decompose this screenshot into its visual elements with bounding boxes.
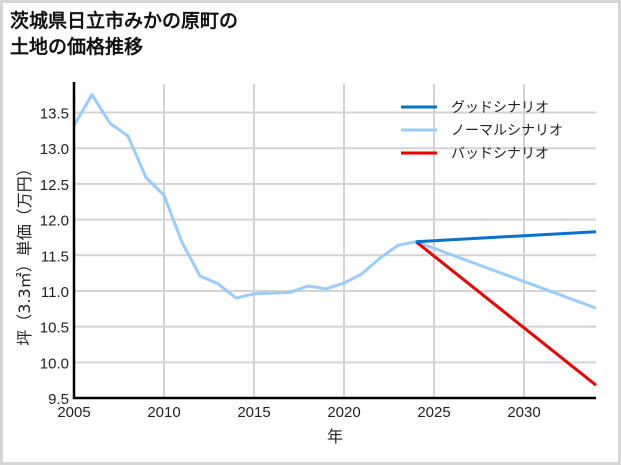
x-tick-label: 2020 [327, 404, 360, 421]
legend-label: バッドシナリオ [451, 146, 549, 162]
y-tick-label: 13.5 [40, 106, 69, 123]
y-axis-label: 坪（3.3㎡）単価（万円） [15, 160, 34, 345]
grid-lines [74, 84, 596, 398]
x-axis-label: 年 [327, 427, 343, 446]
series-line [415, 240, 597, 387]
series-line [72, 93, 597, 310]
x-tick-label: 2015 [237, 404, 270, 421]
y-tick-label: 9.5 [48, 391, 69, 408]
title-line-2: 土地の価格推移 [10, 36, 144, 58]
x-tick-label: 2025 [417, 404, 450, 421]
tick-labels: 2005 2010 2015 2020 2025 2030 9.5 10.0 10.5 11.0 1… [40, 106, 541, 421]
y-tick-label: 12.0 [40, 213, 69, 230]
data-series [72, 93, 597, 387]
y-tick-label: 11.0 [41, 284, 69, 301]
x-tick-label: 2005 [57, 404, 90, 421]
y-tick-label: 10.0 [40, 355, 69, 372]
x-tick-label: 2010 [147, 404, 180, 421]
chart-title: 茨城県日立市みかの原町の 土地の価格推移 [10, 8, 238, 60]
y-tick-label: 12.5 [40, 177, 69, 194]
legend-label: ノーマルシナリオ [451, 123, 563, 139]
chart-frame [3, 3, 618, 462]
legend-label: グッドシナリオ [451, 100, 549, 116]
y-tick-label: 11.5 [41, 248, 69, 265]
y-tick-label: 10.5 [40, 320, 69, 337]
y-tick-label: 13.0 [40, 141, 69, 158]
x-tick-label: 2030 [507, 404, 540, 421]
title-line-1: 茨城県日立市みかの原町の [10, 10, 239, 32]
series-line [415, 230, 597, 244]
axes [72, 82, 596, 400]
